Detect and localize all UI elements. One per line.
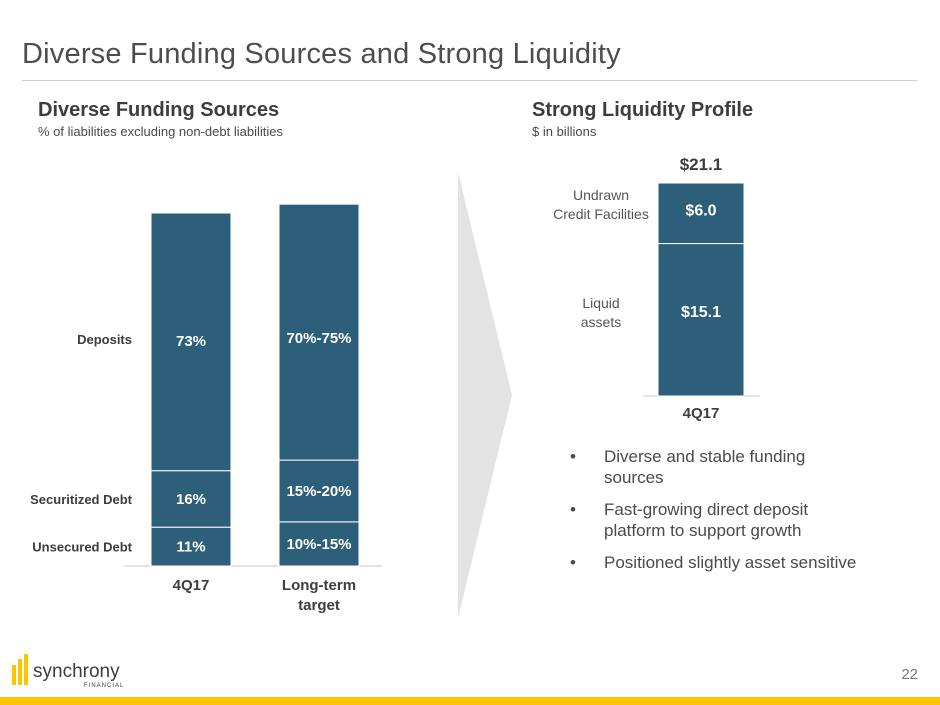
- bullet-dot: •: [570, 447, 576, 466]
- funding-bar-segment: [278, 521, 360, 567]
- title-divider: [22, 80, 918, 81]
- funding-bar-segment: [278, 459, 360, 523]
- liquidity-bar-segment: [657, 243, 745, 397]
- funding-bar-segment: [278, 203, 360, 461]
- bullet-item: • Positioned slightly asset sensitive: [568, 552, 858, 573]
- funding-value-label: 73%: [176, 333, 206, 350]
- liquidity-section-subtitle: $ in billions: [532, 124, 597, 139]
- bullet-dot: •: [570, 553, 576, 572]
- logo-mark-bar: [24, 654, 28, 685]
- bullet-dot: •: [570, 500, 576, 519]
- funding-section-subtitle: % of liabilities excluding non-debt liab…: [38, 124, 283, 139]
- funding-series-label: Deposits: [77, 332, 132, 347]
- bullet-item: • Fast-growing direct deposit platform to…: [568, 499, 858, 541]
- logo-tagline: FINANCIAL: [84, 683, 124, 689]
- liquidity-category-label: 4Q17: [683, 405, 720, 422]
- liquidity-series-label: Undrawn Credit Facilities: [553, 187, 649, 222]
- liquidity-value-label: $6.0: [685, 202, 716, 219]
- liquidity-bar-segment: [657, 182, 745, 245]
- logo-wordmark: synchrony: [33, 661, 120, 682]
- synchrony-logo: synchrony FINANCIAL: [12, 654, 124, 689]
- funding-bar-segment: [150, 470, 232, 528]
- page-title: Diverse Funding Sources and Strong Liqui…: [22, 38, 621, 70]
- funding-section-title: Diverse Funding Sources: [38, 99, 280, 121]
- liquidity-value-label: $15.1: [681, 304, 721, 321]
- funding-category-label: Long-term target: [282, 577, 356, 614]
- funding-value-label: 10%-15%: [286, 536, 351, 553]
- bullet-item: • Diverse and stable funding sources: [568, 446, 858, 488]
- liquidity-section-title: Strong Liquidity Profile: [532, 99, 754, 121]
- bullet-text: Positioned slightly asset sensitive: [604, 553, 857, 572]
- liquidity-series-label: Liquid assets: [581, 295, 621, 330]
- funding-value-label: 16%: [176, 491, 206, 508]
- bullet-text: Diverse and stable funding sources: [604, 447, 806, 487]
- liquidity-total-label: $21.1: [680, 155, 723, 174]
- footer-accent-bar: [0, 697, 940, 705]
- funding-series-label: Securitized Debt: [30, 492, 133, 507]
- funding-value-label: 15%-20%: [286, 483, 351, 500]
- funding-value-label: 11%: [176, 539, 205, 556]
- logo-mark-bar: [18, 659, 22, 685]
- funding-bar-segment: [150, 212, 232, 472]
- funding-series-label: Unsecured Debt: [32, 540, 132, 555]
- bullet-text: Fast-growing direct deposit platform to …: [604, 500, 809, 540]
- logo-mark-bar: [12, 665, 16, 685]
- bullet-list: • Diverse and stable funding sources • Fas…: [568, 446, 858, 584]
- funding-bar-segment: [150, 526, 232, 567]
- funding-category-label: 4Q17: [173, 577, 210, 594]
- page-number: 22: [901, 666, 918, 683]
- arrow-chevron-shape: [458, 172, 512, 618]
- funding-value-label: 70%-75%: [286, 330, 351, 347]
